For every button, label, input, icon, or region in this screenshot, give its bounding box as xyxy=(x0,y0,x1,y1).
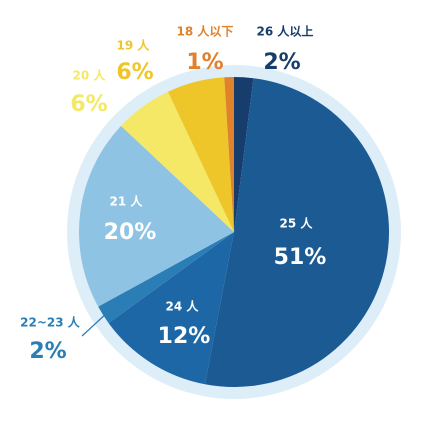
slice-name: 21 人 xyxy=(110,194,144,209)
pie-slice xyxy=(121,91,234,233)
slice-value: 1% xyxy=(186,50,223,75)
slice-name: 24 人 xyxy=(166,299,200,314)
slice-name: 18 人以下 xyxy=(177,24,234,39)
slice-value: 20% xyxy=(104,220,157,245)
slice-value: 2% xyxy=(29,339,66,364)
slice-value: 51% xyxy=(274,245,327,270)
slice-name: 25 人 xyxy=(280,216,314,231)
pie-slice xyxy=(204,78,390,387)
pie-slice xyxy=(234,77,254,232)
slice-value: 12% xyxy=(158,324,211,349)
pie-slice xyxy=(79,125,234,307)
pie-slice xyxy=(108,232,234,385)
pie-slice xyxy=(98,232,235,324)
slice-value: 2% xyxy=(263,50,300,75)
pie-slice xyxy=(224,77,234,232)
slice-name: 19 人 xyxy=(117,38,151,53)
slice-value: 6% xyxy=(70,92,107,117)
pie-slice xyxy=(168,77,234,233)
leader-line xyxy=(81,311,109,337)
slice-value: 6% xyxy=(116,60,153,85)
slice-name: 26 人以上 xyxy=(257,24,314,39)
slice-name: 20 人 xyxy=(73,68,107,83)
slice-name: 22~23 人 xyxy=(20,315,81,330)
